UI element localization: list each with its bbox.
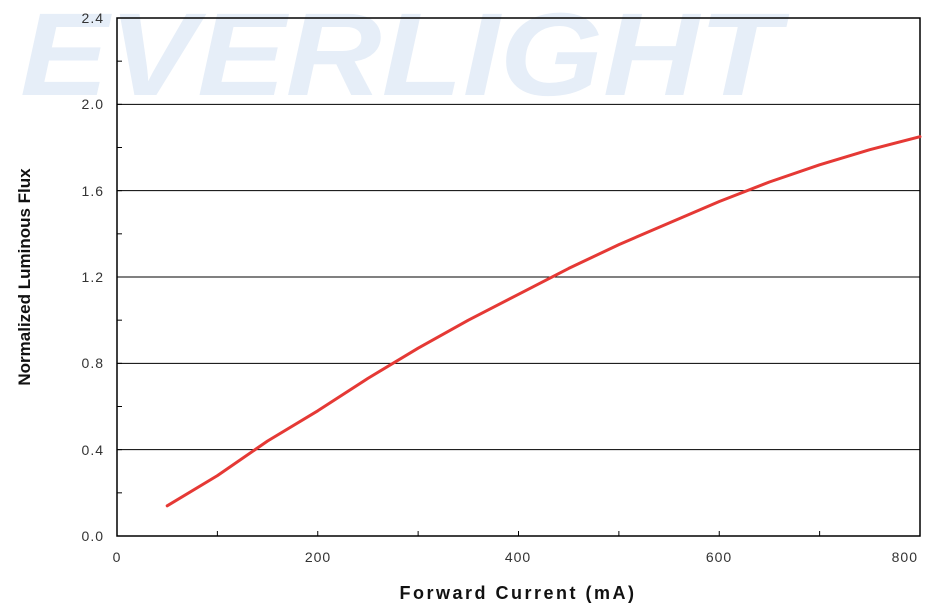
- series-line: [165, 135, 922, 508]
- grid-lines: [117, 103, 920, 451]
- y-tick-label: 2.0: [82, 96, 104, 112]
- y-tick-label: 1.2: [82, 269, 104, 285]
- x-tick-label: 400: [505, 549, 531, 565]
- minor-ticks: [117, 60, 821, 536]
- y-tick-label: 1.6: [82, 183, 104, 199]
- y-tick-label: 2.4: [82, 10, 104, 26]
- x-tick-label: 0: [113, 549, 122, 565]
- x-tick-label: 600: [706, 549, 732, 565]
- y-tick-label: 0.0: [82, 528, 104, 544]
- plot-frame: [116, 17, 921, 537]
- y-tick-label: 0.8: [82, 355, 104, 371]
- x-axis-title: Forward Current (mA): [399, 583, 636, 603]
- x-tick-label: 200: [305, 549, 331, 565]
- x-tick-labels: 0 200 400 600 800: [113, 549, 918, 565]
- y-axis-title: Normalized Luminous Flux: [15, 168, 34, 386]
- x-tick-label: 800: [892, 549, 918, 565]
- series-layer: [165, 135, 922, 508]
- y-tick-label: 0.4: [82, 442, 104, 458]
- y-tick-labels: 0.0 0.4 0.8 1.2 1.6 2.0 2.4: [82, 10, 104, 544]
- watermark-text: EVERLIGHT: [20, 0, 790, 121]
